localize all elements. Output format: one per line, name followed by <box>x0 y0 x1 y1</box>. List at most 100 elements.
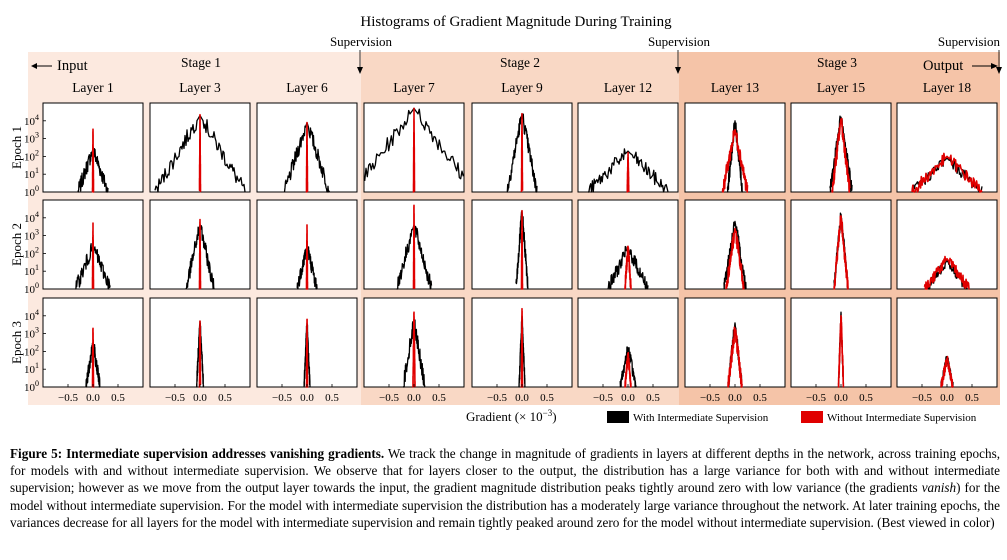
series-without-supervision <box>911 152 983 193</box>
x-tick-label: 0.5 <box>218 392 232 404</box>
figure-caption: Figure 5: Intermediate supervision addre… <box>10 445 1000 531</box>
x-tick-label: 0.0 <box>515 392 529 404</box>
x-axis-label-part: Gradient (× 10 <box>466 409 543 424</box>
series-without-supervision <box>412 311 416 388</box>
x-tick-label: 0.0 <box>834 392 848 404</box>
x-tick-label: −0.5 <box>165 392 185 404</box>
legend-label: Without Intermediate Supervision <box>827 412 977 424</box>
series-without-supervision <box>520 307 524 388</box>
y-tick-label: 103 <box>24 326 39 341</box>
series-without-supervision <box>520 209 524 290</box>
output-arrow-head <box>991 63 998 69</box>
series-without-supervision <box>624 351 632 388</box>
series-without-supervision <box>833 215 849 290</box>
y-tick-label: 100 <box>24 379 39 394</box>
panel-frame <box>577 297 679 388</box>
series-without-supervision <box>91 128 95 193</box>
series-without-supervision <box>91 222 95 290</box>
y-tick-label: 100 <box>24 281 39 296</box>
series-without-supervision <box>626 151 630 193</box>
x-axis-label-part: ) <box>552 409 556 424</box>
legend: With Intermediate Supervision Without Int… <box>607 411 977 424</box>
column-header: Layer 15 <box>817 80 866 95</box>
x-tick-label: 0.5 <box>432 392 446 404</box>
gradient-histogram-figure: Histograms of Gradient Magnitude During … <box>9 14 1002 424</box>
series-with-supervision <box>829 115 853 193</box>
series-without-supervision <box>305 224 309 290</box>
histogram-panel: 100 101 102 103 104 <box>24 199 144 296</box>
stage-label: Stage 1 <box>181 55 221 70</box>
x-tick-label: −0.5 <box>806 392 826 404</box>
x-axis-label: Gradient (× 10−3) <box>466 408 557 424</box>
series-with-supervision <box>726 120 743 193</box>
row-labels: Epoch 1 Epoch 2 Epoch 3 <box>9 126 24 364</box>
y-tick-label: 104 <box>24 308 39 323</box>
output-label: Output <box>923 58 963 74</box>
histogram-panel <box>896 102 998 193</box>
caption-emphasis: vanish <box>921 480 957 496</box>
histogram-panel: −0.5 0.0 0.5 <box>149 297 251 404</box>
x-tick-label: −0.5 <box>379 392 399 404</box>
histogram-panel: −0.5 0.0 0.5 <box>896 297 998 404</box>
x-tick-label: −0.5 <box>58 392 78 404</box>
column-header: Layer 13 <box>711 80 760 95</box>
x-tick-label: −0.5 <box>593 392 613 404</box>
histogram-panel: −0.5 0.0 0.5 <box>577 297 679 404</box>
y-tick-label: 104 <box>24 210 39 225</box>
series-without-supervision <box>721 128 749 193</box>
series-without-supervision <box>727 326 743 388</box>
column-header: Layer 12 <box>604 80 652 95</box>
histogram-panel <box>896 199 998 290</box>
x-tick-label: −0.5 <box>272 392 292 404</box>
column-header: Layer 7 <box>393 80 435 95</box>
caption-lead: Figure 5: Intermediate supervision addre… <box>10 446 385 461</box>
histogram-panel <box>256 199 358 290</box>
y-tick-label: 102 <box>24 148 39 163</box>
histogram-panels: 1001011021031041001011021031041001011021… <box>24 102 998 404</box>
histogram-panel: −0.5 0.0 0.5 <box>363 297 465 404</box>
stage-label: Stage 3 <box>817 55 857 70</box>
histogram-panel <box>684 199 786 290</box>
x-tick-label: −0.5 <box>487 392 507 404</box>
y-tick-label: 104 <box>24 113 39 128</box>
panel-frame <box>896 297 998 388</box>
histogram-panel <box>471 199 573 290</box>
series-without-supervision <box>624 245 632 290</box>
y-tick-label: 102 <box>24 343 39 358</box>
column-header: Layer 1 <box>72 80 114 95</box>
series-without-supervision <box>198 320 202 388</box>
histogram-panel <box>149 199 251 290</box>
x-tick-label: 0.0 <box>940 392 954 404</box>
supervision-arrow-head <box>996 67 1002 74</box>
series-without-supervision <box>923 255 970 290</box>
supervision-label: Supervision <box>938 34 1001 49</box>
input-label: Input <box>57 58 88 74</box>
series-without-supervision <box>305 318 309 388</box>
series-without-supervision <box>198 218 202 290</box>
supervision-arrow-head <box>675 67 681 74</box>
x-tick-label: −0.5 <box>700 392 720 404</box>
column-header: Layer 6 <box>286 80 328 95</box>
supervision-label: Supervision <box>330 34 393 49</box>
panel-frame <box>684 199 786 290</box>
column-header: Layer 18 <box>923 80 972 95</box>
row-label: Epoch 3 <box>9 321 24 364</box>
series-without-supervision <box>837 314 845 388</box>
legend-label: With Intermediate Supervision <box>633 412 769 424</box>
histogram-panel: −0.5 0.0 0.5 <box>684 297 786 404</box>
x-tick-label: 0.0 <box>86 392 100 404</box>
x-tick-label: 0.5 <box>859 392 873 404</box>
panel-frame <box>790 297 892 388</box>
supervision-arrow-head <box>357 67 363 74</box>
series-without-supervision <box>831 117 851 193</box>
panel-frame <box>790 102 892 193</box>
x-tick-label: 0.0 <box>728 392 742 404</box>
histogram-panel <box>577 199 679 290</box>
y-tick-label: 100 <box>24 184 39 199</box>
supervision-label: Supervision <box>648 34 711 49</box>
series-with-supervision <box>619 346 637 388</box>
row-label: Epoch 1 <box>9 126 24 169</box>
column-header: Layer 9 <box>501 80 543 95</box>
x-tick-label: 0.5 <box>111 392 125 404</box>
legend-swatch <box>801 411 823 423</box>
